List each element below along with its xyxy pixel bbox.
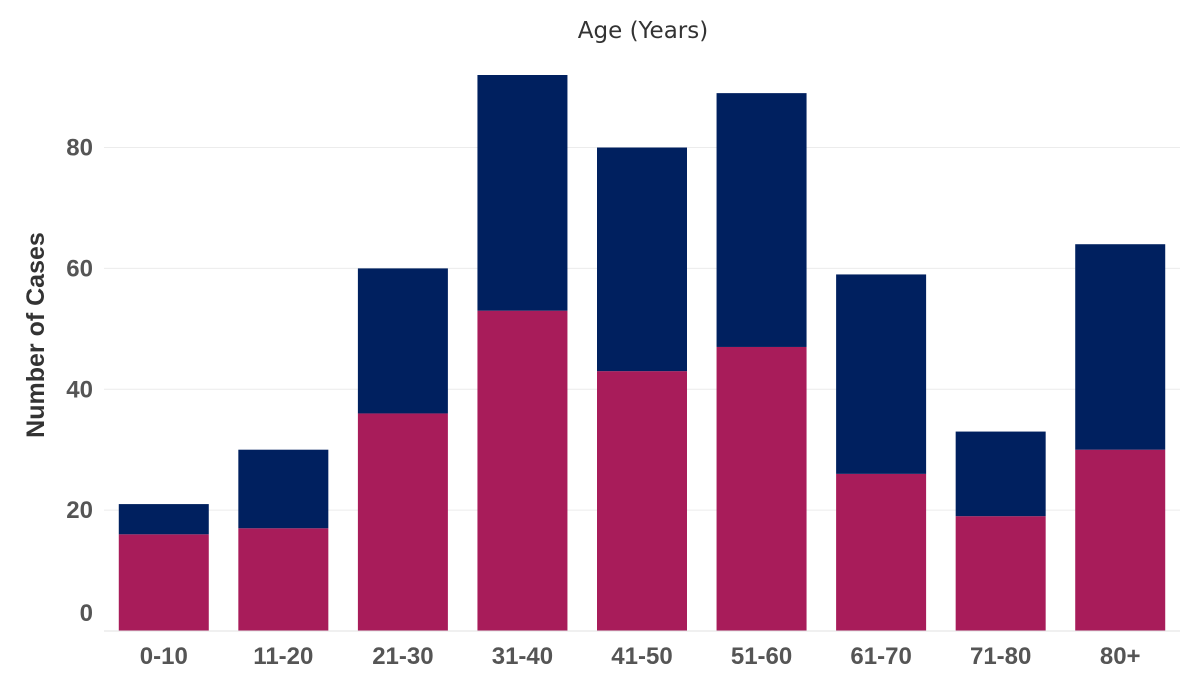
y-tick-label: 40 [66,376,93,403]
x-tick-label: 11-20 [253,643,313,670]
bars [118,75,1166,631]
bar-51-60-series-1 [716,346,807,631]
x-tick-label: 31-40 [492,643,553,670]
x-tick-label: 41-50 [611,643,672,670]
bar-41-50-series-1 [597,371,687,631]
bar-71-80-series-1 [955,516,1046,631]
bar-61-70-series-2 [836,274,927,474]
y-axis-ticks: 0 20 40 60 80 [66,135,93,627]
bar-31-40-series-1 [477,310,568,631]
x-tick-label: 51-60 [731,643,792,670]
x-tick-label: 21-30 [372,643,433,670]
bar-11-20-series-1 [238,528,329,631]
y-tick-label: 60 [66,255,93,282]
chart-title: Age (Years) [578,18,708,44]
bar-80+-series-1 [1075,449,1166,631]
y-axis-title: Number of Cases [22,232,50,438]
bar-61-70-series-1 [836,473,927,631]
bar-51-60-series-2 [716,93,807,347]
bar-21-30-series-2 [357,268,448,414]
y-tick-label: 0 [80,600,93,627]
y-tick-label: 80 [66,135,93,162]
bar-21-30-series-1 [357,413,448,631]
bar-80+-series-2 [1075,244,1166,450]
x-tick-label: 61-70 [850,643,911,670]
x-tick-label: 0-10 [140,643,188,670]
bar-11-20-series-2 [238,449,329,529]
bar-0-10-series-2 [118,504,209,535]
bar-71-80-series-2 [955,431,1046,517]
bar-31-40-series-2 [477,75,568,311]
x-axis-ticks: 0-10 11-20 21-30 31-40 41-50 51-60 61-70 71-80 8… [140,643,1141,670]
bar-0-10-series-1 [118,534,209,631]
x-tick-label: 71-80 [970,643,1031,670]
bar-41-50-series-2 [597,147,687,372]
y-tick-label: 20 [66,497,93,524]
x-tick-label: 80+ [1100,643,1141,670]
